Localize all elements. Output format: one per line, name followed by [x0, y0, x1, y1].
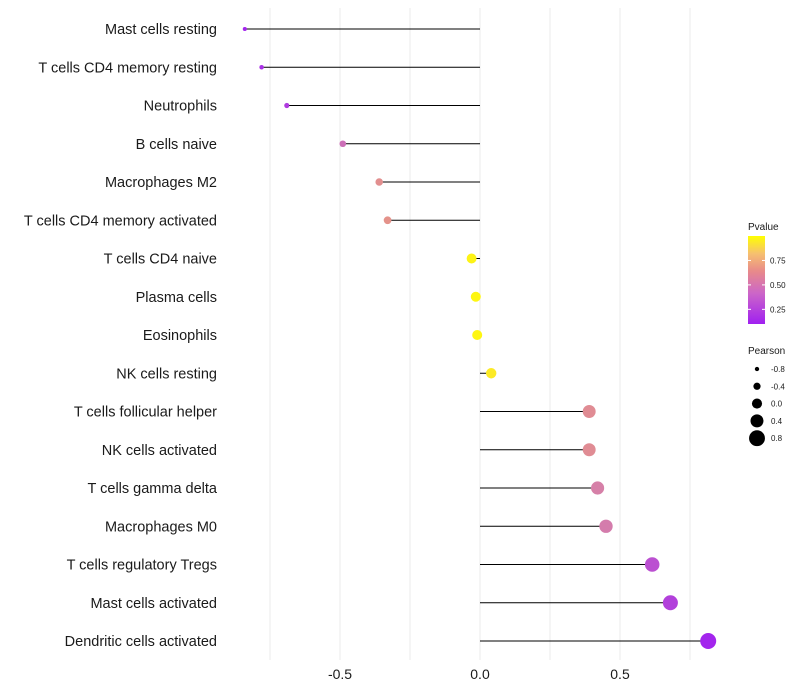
pearson-legend-label: -0.4	[771, 382, 785, 391]
category-label: T cells CD4 memory activated	[24, 213, 217, 229]
lollipop-point	[486, 368, 497, 379]
pearson-legend-label: 0.0	[771, 400, 783, 409]
lollipop-point	[466, 253, 477, 264]
lollipop-stems	[244, 28, 709, 642]
pearson-legend-label: 0.4	[771, 417, 783, 426]
category-label: Macrophages M2	[105, 175, 217, 191]
lollipop-points	[242, 26, 717, 649]
pearson-legend-dot	[754, 366, 760, 372]
pearson-legend: Pearson -0.8 -0.4 0.0 0.4 0.8	[748, 346, 785, 447]
category-labels: Mast cells resting T cells CD4 memory res…	[24, 22, 218, 650]
lollipop-point	[284, 102, 290, 109]
category-label: Eosinophils	[143, 328, 217, 344]
lollipop-point	[582, 443, 596, 457]
pearson-legend-dot	[751, 398, 763, 409]
pearson-legend-label: 0.8	[771, 434, 783, 443]
category-label: Mast cells activated	[90, 596, 217, 612]
lollipop-point	[383, 216, 392, 225]
pearson-legend-title: Pearson	[748, 346, 785, 357]
lollipop-point	[472, 329, 483, 341]
x-tick-label: 0.0	[470, 666, 490, 682]
lollipop-point	[582, 405, 596, 418]
lollipop-point	[591, 481, 605, 495]
pvalue-tick-label: 0.75	[770, 256, 786, 265]
pearson-legend-dot	[753, 382, 761, 390]
pearson-legend-dot	[750, 414, 764, 428]
category-label: Neutrophils	[144, 99, 217, 115]
pearson-legend-label: -0.8	[771, 365, 785, 374]
pvalue-tick-label: 0.25	[770, 305, 786, 314]
lollipop-point	[339, 140, 347, 148]
pvalue-tick-label: 0.50	[770, 281, 786, 290]
lollipop-point	[470, 291, 481, 302]
pvalue-colorbar	[748, 236, 765, 324]
category-label: B cells naive	[136, 137, 217, 153]
category-label: T cells gamma delta	[88, 481, 218, 497]
category-label: T cells follicular helper	[74, 405, 217, 421]
category-label: Macrophages M0	[105, 519, 217, 535]
pearson-legend-dot	[749, 430, 765, 447]
category-label: T cells CD4 naive	[104, 252, 217, 268]
category-label: NK cells resting	[116, 366, 217, 382]
pvalue-legend-title: Pvalue	[748, 222, 779, 233]
category-label: Mast cells resting	[105, 22, 217, 38]
x-tick-label: 0.5	[610, 666, 630, 682]
lollipop-point	[662, 595, 678, 611]
x-axis-tick-labels: -0.5 0.0 0.5	[328, 666, 630, 682]
pvalue-legend: Pvalue 0.75 0.50 0.25	[748, 222, 786, 324]
grid-lines	[269, 8, 691, 660]
category-label: T cells CD4 memory resting	[38, 60, 217, 76]
lollipop-point	[644, 557, 660, 572]
lollipop-point	[375, 178, 383, 186]
category-label: Plasma cells	[136, 290, 217, 306]
lollipop-point	[700, 633, 717, 649]
lollipop-point	[242, 26, 247, 32]
category-label: Dendritic cells activated	[65, 634, 217, 650]
lollipop-point	[259, 65, 264, 70]
lollipop-point	[599, 519, 613, 533]
category-label: NK cells activated	[102, 443, 217, 459]
pearson-legend-items: -0.8 -0.4 0.0 0.4 0.8	[749, 365, 785, 447]
pvalue-legend-ticks: 0.75 0.50 0.25	[748, 256, 786, 314]
category-label: T cells regulatory Tregs	[67, 558, 217, 574]
x-tick-label: -0.5	[328, 666, 352, 682]
